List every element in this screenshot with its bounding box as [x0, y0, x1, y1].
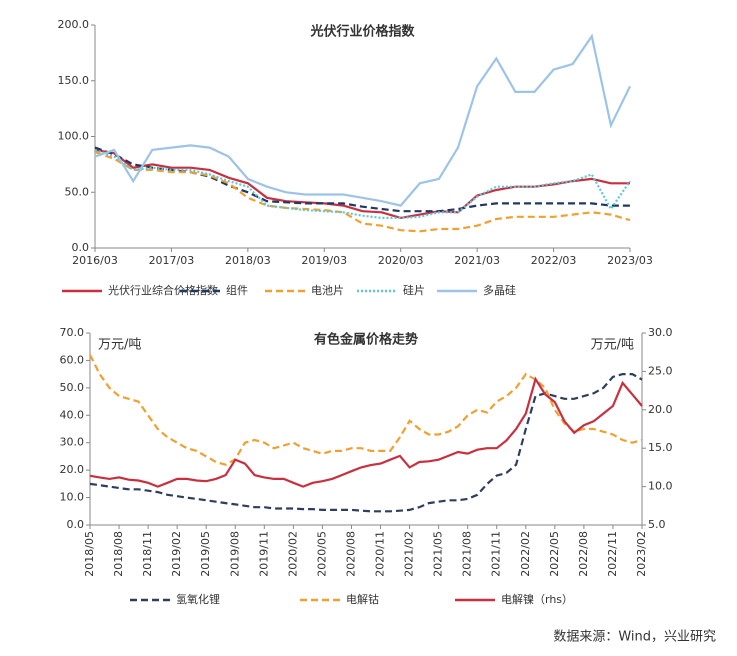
y-tick-label: 0.0 — [67, 518, 85, 531]
legend-label: 电解钴 — [346, 592, 379, 606]
y2-tick-label: 10.0 — [648, 480, 673, 493]
x-tick-label: 2022/03 — [531, 254, 577, 267]
x-tick-label: 2021/02 — [403, 531, 416, 577]
y2-tick-label: 15.0 — [648, 441, 673, 454]
x-tick-label: 2019/03 — [301, 254, 347, 267]
series-line — [94, 151, 631, 233]
x-tick-label: 2021/11 — [490, 531, 503, 577]
x-tick-label: 2018/03 — [225, 254, 271, 267]
chart-title: 光伏行业价格指数 — [309, 24, 415, 40]
series-line — [89, 376, 643, 488]
x-tick-label: 2023/03 — [607, 254, 653, 267]
legend-label: 电池片 — [311, 284, 344, 297]
series-line — [89, 373, 643, 513]
x-tick-label: 2023/02 — [635, 531, 648, 577]
y-tick-label: 60.0 — [60, 353, 85, 366]
series-line — [89, 354, 643, 466]
y-tick-label: 10.0 — [60, 491, 85, 504]
x-tick-label: 2017/03 — [149, 254, 195, 267]
source: 数据来源：Wind，兴业研究 — [553, 630, 716, 645]
y-tick-label: 50.0 — [65, 185, 90, 198]
x-tick-label: 2018/08 — [112, 531, 125, 577]
legend-label: 硅片 — [403, 284, 425, 297]
y-tick-label: 100.0 — [58, 130, 90, 143]
y-tick-label: 40.0 — [60, 408, 85, 421]
x-tick-label: 2019/05 — [199, 531, 212, 577]
x-tick-label: 2021/03 — [454, 254, 500, 267]
legend-label: 组件 — [226, 283, 248, 297]
y-tick-label: 200.0 — [58, 18, 90, 31]
x-tick-label: 2022/05 — [548, 531, 561, 577]
y2-tick-label: 20.0 — [648, 403, 673, 416]
y-tick-label: 150.0 — [58, 74, 90, 87]
x-tick-label: 2019/08 — [228, 531, 241, 577]
x-tick-label: 2020/08 — [344, 531, 357, 577]
x-tick-label: 2022/02 — [519, 531, 532, 577]
x-tick-label: 2018/05 — [83, 531, 96, 577]
x-tick-label: 2016/03 — [72, 254, 118, 267]
y2-axis-label: 万元/吨 — [591, 338, 634, 353]
x-tick-label: 2020/05 — [315, 531, 328, 577]
series-line — [94, 146, 630, 213]
legend-label: 光伏行业综合价格指数 — [108, 283, 218, 297]
y-axis-label: 万元/吨 — [98, 338, 141, 353]
x-tick-label: 2022/11 — [606, 531, 619, 577]
y2-tick-label: 25.0 — [648, 364, 673, 377]
x-tick-label: 2022/08 — [577, 531, 590, 577]
x-tick-label: 2018/11 — [141, 531, 154, 577]
legend-label: 电解镍（rhs） — [501, 592, 573, 606]
y-tick-label: 70.0 — [60, 326, 85, 339]
y-tick-label: 20.0 — [60, 463, 85, 476]
y-tick-label: 0.0 — [72, 241, 90, 254]
y2-tick-label: 5.0 — [648, 518, 666, 531]
chart-title: 有色金属价格走势 — [314, 332, 418, 348]
x-tick-label: 2021/05 — [432, 531, 445, 577]
y-tick-label: 50.0 — [60, 381, 85, 394]
legend-label: 氢氧化锂 — [176, 592, 220, 606]
x-tick-label: 2019/02 — [170, 531, 183, 577]
series-line — [94, 33, 631, 207]
y-tick-label: 30.0 — [60, 436, 85, 449]
x-tick-label: 2021/08 — [461, 531, 474, 577]
x-tick-label: 2020/02 — [286, 531, 299, 577]
legend-label: 多晶硅 — [483, 283, 516, 297]
y2-tick-label: 30.0 — [648, 326, 673, 339]
x-tick-label: 2019/11 — [257, 531, 270, 577]
x-tick-label: 2020/03 — [378, 254, 424, 267]
x-tick-label: 2020/11 — [374, 531, 387, 577]
series-line — [94, 148, 630, 220]
